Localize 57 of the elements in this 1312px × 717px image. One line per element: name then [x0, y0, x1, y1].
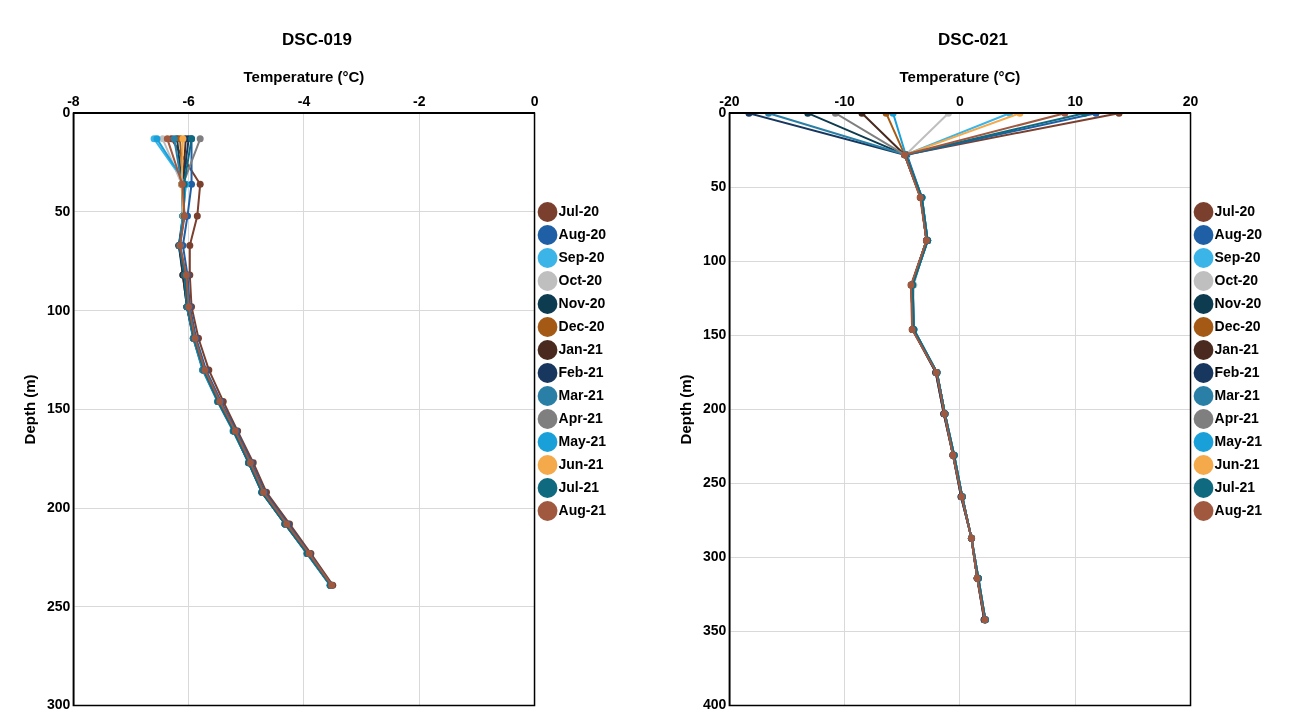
legend-label: Nov-20: [1214, 294, 1262, 311]
y-tick-label: 300: [703, 548, 727, 565]
legend-label: Aug-20: [558, 225, 607, 242]
y-tick-label: 250: [47, 597, 71, 614]
chart-title: DSC-021: [938, 29, 1008, 49]
y-tick-label: 200: [703, 400, 727, 417]
legend-label: Aug-21: [558, 501, 607, 518]
y-tick-label: 0: [62, 104, 71, 121]
legend-label: Sep-20: [558, 248, 605, 265]
legend-label: Dec-20: [558, 317, 605, 334]
y-tick-label: 350: [703, 622, 727, 639]
y-tick-label: 150: [703, 326, 727, 343]
legend-label: Aug-20: [1214, 225, 1263, 242]
legend-label: May-21: [1214, 432, 1263, 449]
y-tick-label: 400: [703, 696, 727, 713]
legend-label: Nov-20: [558, 294, 606, 311]
y-axis-title: Depth (m): [21, 374, 39, 445]
legend-label: Dec-20: [1214, 317, 1261, 334]
x-axis-title: Temperature (°C): [243, 67, 365, 85]
legend-label: Jul-20: [1214, 202, 1256, 219]
legend-label: Jan-21: [1214, 340, 1260, 357]
legend-label: Apr-21: [1214, 409, 1260, 426]
y-tick-label: 50: [710, 178, 727, 195]
legend-label: Jul-21: [1214, 478, 1256, 495]
x-tick-label: 20: [1182, 92, 1199, 109]
legend-label: Jun-21: [1214, 455, 1260, 472]
y-tick-label: 100: [703, 252, 727, 269]
legend-label: Feb-21: [558, 363, 604, 380]
legend-label: Sep-20: [1214, 248, 1261, 265]
x-tick-label: 10: [1067, 92, 1084, 109]
legend-label: Oct-20: [558, 271, 603, 288]
x-tick-label: -4: [297, 92, 311, 109]
legend-label: Oct-20: [1214, 271, 1259, 288]
y-tick-label: 150: [47, 400, 71, 417]
y-tick-label: 300: [47, 696, 71, 713]
legend-label: Jan-21: [558, 340, 604, 357]
x-axis-title: Temperature (°C): [899, 67, 1021, 85]
y-tick-label: 200: [47, 498, 71, 515]
legend-label: Mar-21: [1214, 386, 1260, 403]
y-axis-title: Depth (m): [677, 374, 695, 445]
legend-label: Apr-21: [558, 409, 604, 426]
legend-label: Jun-21: [558, 455, 604, 472]
x-tick-label: 0: [956, 92, 965, 109]
legend-label: Jul-20: [558, 202, 600, 219]
legend-label: Mar-21: [558, 386, 604, 403]
x-tick-label: 0: [530, 92, 539, 109]
x-tick-label: -2: [413, 92, 426, 109]
chart-title: DSC-019: [282, 29, 352, 49]
x-tick-label: -10: [834, 92, 855, 109]
y-tick-label: 50: [54, 202, 71, 219]
legend-label: May-21: [558, 432, 607, 449]
y-tick-label: 100: [47, 301, 71, 318]
legend-label: Aug-21: [1214, 501, 1263, 518]
y-tick-label: 250: [703, 474, 727, 491]
legend-label: Feb-21: [1214, 363, 1260, 380]
legend-label: Jul-21: [558, 478, 600, 495]
x-tick-label: -6: [182, 92, 196, 109]
